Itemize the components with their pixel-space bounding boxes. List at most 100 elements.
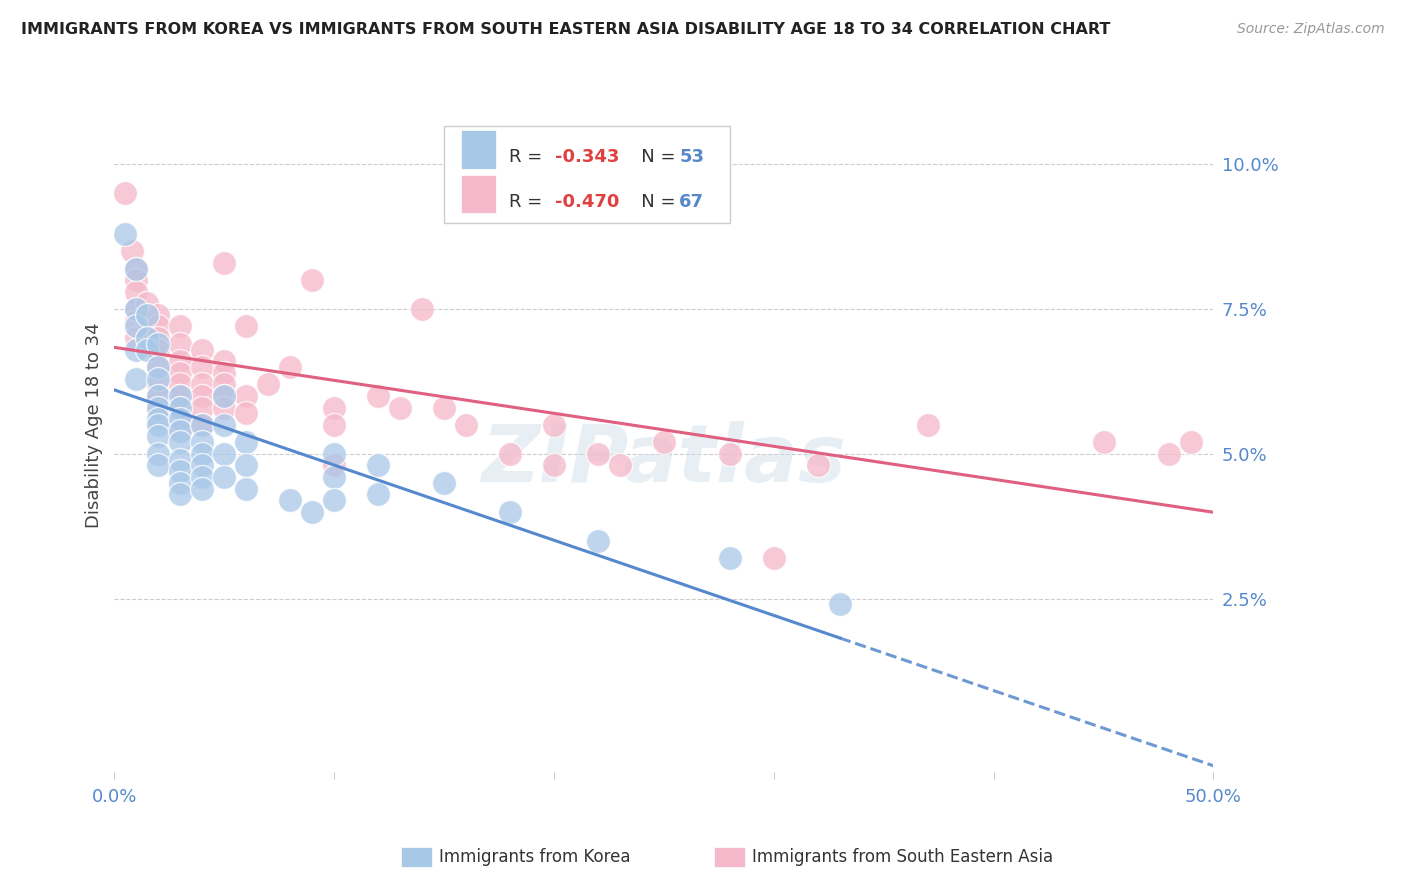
Point — [235, 389, 257, 403]
Point — [125, 331, 148, 345]
Point — [169, 336, 191, 351]
Point — [169, 389, 191, 403]
Point — [652, 435, 675, 450]
Point — [125, 343, 148, 357]
Point — [433, 475, 456, 490]
Text: N =: N = — [624, 148, 682, 166]
Point — [136, 343, 159, 357]
Y-axis label: Disability Age 18 to 34: Disability Age 18 to 34 — [86, 322, 103, 528]
Point — [125, 302, 148, 317]
Point — [191, 343, 214, 357]
Point — [169, 464, 191, 478]
Point — [235, 319, 257, 334]
Point — [121, 244, 143, 259]
Point — [125, 371, 148, 385]
Point — [433, 401, 456, 415]
Point — [148, 343, 170, 357]
Point — [367, 389, 389, 403]
Text: ZIPatlas: ZIPatlas — [481, 421, 846, 499]
Point — [718, 447, 741, 461]
Point — [191, 417, 214, 432]
Point — [148, 458, 170, 473]
Point — [214, 417, 236, 432]
Point — [114, 227, 136, 241]
Point — [214, 354, 236, 368]
Point — [169, 319, 191, 334]
Point — [257, 377, 280, 392]
FancyBboxPatch shape — [461, 175, 496, 213]
FancyBboxPatch shape — [461, 130, 496, 169]
Text: R =: R = — [509, 193, 548, 211]
Point — [323, 401, 346, 415]
Point — [148, 359, 170, 374]
Point — [214, 389, 236, 403]
Point — [148, 401, 170, 415]
Point — [1092, 435, 1115, 450]
Text: N =: N = — [624, 193, 682, 211]
Point — [214, 389, 236, 403]
Text: IMMIGRANTS FROM KOREA VS IMMIGRANTS FROM SOUTH EASTERN ASIA DISABILITY AGE 18 TO: IMMIGRANTS FROM KOREA VS IMMIGRANTS FROM… — [21, 22, 1111, 37]
Point — [148, 377, 170, 392]
Point — [389, 401, 412, 415]
Point — [114, 186, 136, 201]
Point — [278, 359, 301, 374]
Point — [235, 435, 257, 450]
Point — [301, 505, 323, 519]
Point — [301, 273, 323, 287]
Point — [214, 256, 236, 270]
Point — [543, 458, 565, 473]
Point — [214, 447, 236, 461]
Point — [191, 435, 214, 450]
Point — [169, 401, 191, 415]
Point — [169, 452, 191, 467]
Point — [323, 493, 346, 508]
Point — [148, 417, 170, 432]
Point — [148, 331, 170, 345]
Point — [148, 447, 170, 461]
Text: -0.470: -0.470 — [555, 193, 620, 211]
Text: -0.343: -0.343 — [555, 148, 620, 166]
Point — [1180, 435, 1202, 450]
Point — [169, 389, 191, 403]
Point — [586, 533, 609, 548]
Point — [762, 551, 785, 566]
Point — [543, 417, 565, 432]
Point — [214, 470, 236, 484]
Point — [125, 302, 148, 317]
Point — [1159, 447, 1181, 461]
Point — [169, 424, 191, 438]
Point — [191, 389, 214, 403]
Point — [148, 371, 170, 385]
Point — [148, 389, 170, 403]
Point — [148, 412, 170, 426]
Point — [411, 302, 433, 317]
Text: 67: 67 — [679, 193, 704, 211]
Point — [191, 458, 214, 473]
Point — [367, 487, 389, 501]
Point — [828, 598, 851, 612]
Point — [136, 331, 159, 345]
Point — [148, 429, 170, 443]
Point — [148, 389, 170, 403]
Point — [125, 261, 148, 276]
Point — [235, 406, 257, 420]
Point — [191, 401, 214, 415]
Point — [499, 447, 522, 461]
Point — [191, 417, 214, 432]
Point — [718, 551, 741, 566]
Point — [456, 417, 478, 432]
Point — [169, 475, 191, 490]
Point — [586, 447, 609, 461]
Point — [169, 412, 191, 426]
Point — [148, 401, 170, 415]
Point — [169, 424, 191, 438]
Text: 53: 53 — [679, 148, 704, 166]
Point — [148, 336, 170, 351]
Point — [125, 313, 148, 327]
Point — [191, 447, 214, 461]
Point — [214, 377, 236, 392]
Text: Immigrants from Korea: Immigrants from Korea — [439, 848, 630, 866]
Point — [125, 285, 148, 299]
Point — [136, 308, 159, 322]
Point — [125, 319, 148, 334]
